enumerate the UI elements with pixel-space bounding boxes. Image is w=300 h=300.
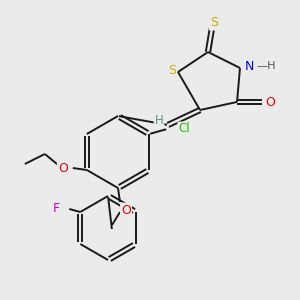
- Text: O: O: [58, 161, 68, 175]
- Text: O: O: [265, 95, 275, 109]
- Text: S: S: [210, 16, 218, 29]
- Text: N: N: [245, 59, 254, 73]
- Text: H: H: [154, 115, 164, 128]
- Text: F: F: [53, 202, 60, 214]
- Text: O: O: [121, 203, 131, 217]
- Text: S: S: [168, 64, 176, 77]
- Text: —H: —H: [256, 61, 275, 71]
- Text: Cl: Cl: [178, 122, 190, 136]
